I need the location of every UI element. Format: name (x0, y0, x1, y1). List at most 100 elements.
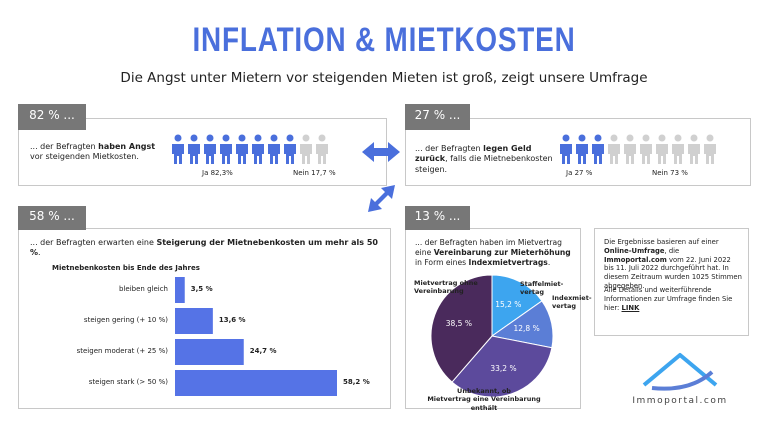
value-label: 38,5 % (445, 318, 472, 328)
person-icon (674, 134, 682, 142)
person-icon (190, 134, 198, 142)
info-text: Alle Details und weiterführende Informat… (604, 286, 742, 312)
person-icon (706, 134, 714, 142)
person-icon (592, 144, 604, 164)
person-icon (578, 134, 586, 142)
person-icon (174, 134, 182, 142)
category-label: Unbekannt, ob Mietvertrag eine Vereinbar… (427, 387, 541, 412)
text-segment: Immoportal.com (604, 255, 667, 264)
text-segment: Steigerung der Mietnebenkosten um mehr a… (30, 238, 378, 258)
category-label: Staffelmiet- vertag (520, 280, 564, 297)
no-label: Nein 17,7 % (293, 169, 336, 177)
person-icon (254, 134, 262, 142)
text-segment: vor steigenden Mietkosten. (30, 152, 139, 162)
person-icon (286, 134, 294, 142)
info-text: Die Ergebnisse basieren auf einer Online… (604, 238, 742, 291)
person-icon (302, 134, 310, 142)
pie-slice (451, 335, 553, 398)
person-icon (188, 144, 200, 164)
value-label: 58,2 % (343, 378, 370, 386)
value-label: 12,8 % (513, 323, 540, 333)
person-icon (560, 144, 572, 164)
person-icon (704, 144, 716, 164)
chart-title: Mietnebenkosten bis Ende des Jahres (52, 264, 200, 272)
value-label: 13,6 % (218, 316, 246, 324)
text-segment: ... der Befragten (30, 142, 99, 151)
text-segment: legen Geld zurück (415, 144, 532, 164)
category-label: Mietvertrag ohne Vereinbarung (414, 279, 478, 296)
person-icon (608, 144, 620, 164)
subtitle: Die Angst unter Mietern vor steigenden M… (120, 70, 648, 86)
arrow (362, 142, 400, 162)
person-icon (172, 144, 184, 164)
text-segment: Alle Details und weiterführende Informat… (604, 286, 733, 312)
panel-box (18, 228, 391, 409)
category-label: bleiben gleich (119, 285, 168, 293)
bar (175, 308, 213, 334)
badge (405, 104, 470, 130)
person-icon (252, 144, 264, 164)
text-segment: ... der Befragten (415, 144, 484, 153)
person-icon (656, 144, 668, 164)
text-segment: ... der Befragten haben im Mietvertrag e… (415, 238, 562, 257)
panel-text: ... der Befragten haben im Mietvertrag e… (415, 238, 575, 268)
category-label: Indexmiet- vertag (552, 294, 592, 311)
badge (405, 206, 470, 230)
text-segment: , die (664, 246, 680, 255)
badge-label: 58 % ... (29, 209, 75, 223)
badge-label: 13 % ... (414, 209, 461, 223)
yes-label: Ja 82,3% (202, 169, 233, 177)
text-segment: Die Ergebnisse basieren auf einer (604, 238, 719, 246)
yes-label: Ja 27 % (566, 169, 593, 177)
value-label: 15,2 % (495, 299, 522, 309)
pie-slice (430, 274, 493, 383)
person-icon (318, 134, 326, 142)
value-label: 24,7 % (249, 347, 277, 355)
panel-text: ... der Befragten legen Geld zurück, fal… (415, 144, 565, 175)
logo-text: Immoportal.com (632, 396, 728, 406)
text-segment: . (38, 248, 41, 258)
text-segment: , falls die Mietnebenkosten steigen. (415, 154, 553, 174)
person-icon (238, 134, 246, 142)
title: INFLATION & MIETKOSTEN (192, 21, 576, 59)
badge (18, 104, 86, 130)
text-segment: . (547, 257, 551, 267)
logo-mark (642, 353, 718, 391)
panel-box (405, 118, 751, 186)
person-icon (576, 144, 588, 164)
text-segment: Online-Umfrage (604, 246, 665, 255)
text-segment: Vereinbarung zur Mieterhöhung (433, 247, 571, 257)
value-label: 33,2 % (490, 364, 517, 374)
person-icon (204, 144, 216, 164)
no-label: Nein 73 % (652, 169, 688, 177)
value-label: 3,5 % (190, 285, 213, 293)
person-icon (624, 144, 636, 164)
text-segment: vom 22. Juni 2022 bis 11. Juli 2022 durc… (604, 255, 742, 291)
text-segment: LINK (621, 303, 640, 312)
person-icon (642, 134, 650, 142)
person-icon (658, 134, 666, 142)
person-icon (268, 144, 280, 164)
person-icon (270, 134, 278, 142)
person-icon (300, 144, 312, 164)
bar (175, 339, 244, 365)
person-icon (690, 134, 698, 142)
text-segment: ... der Befragten erwarten eine (30, 238, 157, 247)
bar (175, 370, 337, 396)
category-label: steigen gering (+ 10 %) (83, 316, 168, 324)
text-segment: in Form eines (415, 257, 469, 267)
arrow (368, 185, 395, 212)
person-icon (222, 134, 230, 142)
person-icon (316, 144, 328, 164)
bar (175, 277, 185, 303)
pie-slice (491, 274, 543, 337)
panel-text: ... der Befragten erwarten eine Steigeru… (30, 238, 380, 259)
person-icon (640, 144, 652, 164)
text-segment: Indexmietvertrags (468, 257, 548, 267)
category-label: steigen stark (> 50 %) (88, 378, 168, 386)
info-box (594, 228, 749, 336)
person-icon (626, 134, 634, 142)
person-icon (220, 144, 232, 164)
